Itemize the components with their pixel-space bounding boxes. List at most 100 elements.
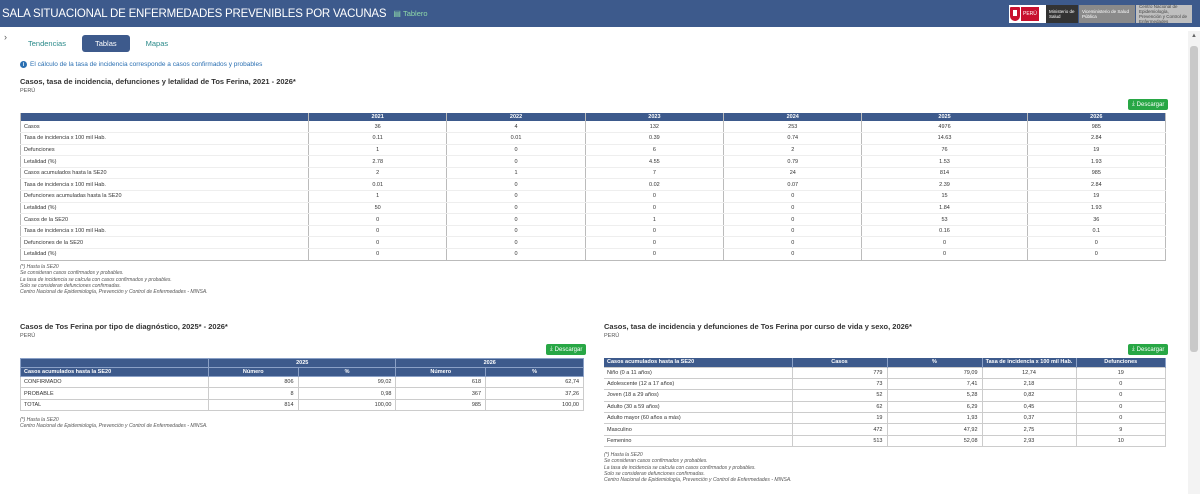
table-cell: 2,75 [982, 423, 1077, 436]
table1-column-header: 2025 [861, 113, 1028, 121]
table-cell: 513 [792, 434, 888, 448]
table-cell: 2,18 [982, 377, 1077, 391]
table-cell: 0.11 [308, 132, 448, 145]
footnote-line: (*) Hasta la SE20 [20, 417, 59, 423]
table-cell: 79,09 [887, 366, 983, 379]
table-cell: 1.53 [861, 155, 1028, 168]
table2-year-2025: 2025 [207, 358, 397, 368]
table2-footnotes: (*) Hasta la SE20 Centro Nacional de Epid… [20, 417, 208, 430]
download-icon: ⤓ [1132, 101, 1135, 107]
scroll-up-arrow-icon[interactable]: ▲ [1191, 33, 1197, 39]
dashboard-link[interactable]: ▤ Tablero [393, 9, 427, 18]
table-cell: 0 [723, 225, 863, 238]
table3-column-header: % [887, 358, 983, 367]
table-row: Casos de la SE20 0 0 1 0 53 36 [20, 213, 1167, 226]
footnote-line: (*) Hasta la SE20 [20, 264, 59, 270]
table-cell: 4 [446, 121, 586, 134]
footnote-line: Solo se consideran defunciones confirmad… [604, 470, 705, 477]
footnote-line: Solo se consideran defunciones confirmad… [20, 282, 121, 289]
scrollbar-thumb[interactable] [1190, 46, 1198, 352]
table1-header-row: 2021 2022 2023 2024 2025 2026 [20, 113, 1167, 121]
table2-subheader: % [297, 367, 397, 377]
table-cell: 6 [585, 144, 725, 157]
table-cell: 0 [861, 248, 1028, 261]
download-label: Descargar [1136, 346, 1165, 353]
table-cell: 0 [723, 236, 863, 250]
table1-download-button[interactable]: ⤓ Descargar [1128, 99, 1169, 110]
table-cell: 52 [792, 389, 888, 402]
table3-column-header: Casos [792, 358, 888, 367]
sidebar-toggle-chevron-icon[interactable]: › [4, 32, 7, 42]
tab-tablas[interactable]: Tablas [81, 35, 130, 52]
coat-of-arms-icon [1010, 7, 1020, 21]
table-cell: 985 [1027, 121, 1167, 134]
table3-column-header: Defunciones [1076, 358, 1166, 367]
row-label: Defunciones acumuladas hasta la SE20 [20, 190, 309, 203]
table-cell: 1.84 [861, 202, 1028, 215]
peru-label: PERÚ [1021, 7, 1039, 21]
table-row: Adolescente (12 a 17 años) 73 7,41 2,18 0 [604, 377, 1166, 391]
table-cell: 8 [208, 387, 299, 400]
table-cell: 1.93 [1027, 202, 1167, 215]
table-cell: 76 [861, 144, 1028, 157]
dashboard-link-label: Tablero [402, 9, 428, 18]
table-cell: 779 [792, 366, 888, 379]
table-cell: 0 [446, 202, 586, 215]
row-label: Casos acumulados hasta la SE20 [20, 166, 309, 180]
table-row: Casos acumulados hasta la SE20 2 1 7 24 814 98… [20, 166, 1167, 180]
table1-column-header: 2024 [723, 113, 863, 121]
tab-mapas[interactable]: Mapas [145, 39, 169, 48]
peru-logo: PERÚ [1009, 5, 1046, 23]
row-label: Casos de la SE20 [20, 213, 309, 226]
table-row: Niño (0 a 11 años) 779 79,09 12,74 19 [604, 366, 1166, 379]
row-label: Adolescente (12 a 17 años) [604, 377, 793, 391]
tab-tendencias[interactable]: Tendencias [28, 39, 66, 48]
table-cell: 19 [1027, 190, 1167, 203]
table-cell: 12,74 [982, 366, 1077, 379]
table-cell: 0 [446, 236, 586, 250]
table-cell: 0.02 [585, 178, 725, 192]
table-cell: 0 [585, 202, 725, 215]
table-cell: 0 [585, 248, 725, 261]
table-cell: 1 [446, 166, 586, 180]
table-cell: 0.01 [308, 178, 448, 192]
table1-footnotes: (*) Hasta la SE20 Se consideran casos con… [20, 264, 208, 295]
table-cell: 0,98 [297, 387, 397, 400]
table-cell: 0 [1076, 377, 1166, 391]
table-cell: 50 [308, 202, 448, 215]
table-cell: 36 [308, 121, 448, 134]
table1-column-header: 2026 [1027, 113, 1167, 121]
table3-download-button[interactable]: ⤓ Descargar [1128, 344, 1169, 355]
table-cell: 0 [723, 213, 863, 226]
dashboard-icon: ▤ [393, 9, 401, 18]
table-cell: 0 [308, 225, 448, 238]
table-cell: 0 [446, 225, 586, 238]
table-cell: 0 [1076, 412, 1166, 425]
table2-download-button[interactable]: ⤓ Descargar [546, 344, 587, 355]
table3-column-header: Tasa de incidencia x 100 mil Hab. [982, 358, 1077, 367]
table-row: Joven (18 a 29 años) 52 5,28 0,82 0 [604, 389, 1166, 402]
table-cell: 0 [1027, 248, 1167, 261]
table-row: Casos 36 4 132 253 4976 985 [20, 121, 1167, 134]
row-label: Casos [20, 121, 309, 134]
table1-column-header: 2022 [446, 113, 586, 121]
table1-subtitle: PERÚ [20, 88, 36, 94]
table-cell: 2.39 [861, 178, 1028, 192]
table2-subheader: Número [395, 367, 487, 377]
table-cell: 2 [308, 166, 448, 180]
table-cell: 0 [1076, 389, 1166, 402]
table-cell: 814 [861, 166, 1028, 180]
table-cell: 0 [1027, 236, 1167, 250]
footnote-line: La tasa de incidencia se calcula con cas… [20, 276, 172, 283]
table-cell: 1.93 [1027, 155, 1167, 168]
table-cell: 0.16 [861, 225, 1028, 238]
table-cell: 5,28 [887, 389, 983, 402]
row-label: Adulto mayor (60 años a más) [604, 412, 793, 425]
table1-column-header: 2021 [308, 113, 448, 121]
table2-subheader: Número [208, 367, 299, 377]
table-cell: 4976 [861, 121, 1028, 134]
table-cell: 19 [1076, 366, 1166, 379]
table-cell: 0.39 [585, 132, 725, 145]
table-cell: 0 [308, 236, 448, 250]
row-label: Tasa de incidencia x 100 mil Hab. [20, 225, 309, 238]
